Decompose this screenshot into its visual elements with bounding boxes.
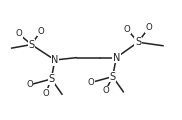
Text: S: S xyxy=(28,40,34,50)
Text: O: O xyxy=(88,78,94,87)
Text: O: O xyxy=(124,25,130,34)
Text: S: S xyxy=(135,37,141,47)
Text: O: O xyxy=(26,80,33,89)
Text: O: O xyxy=(42,89,49,98)
Text: O: O xyxy=(15,29,22,38)
Text: O: O xyxy=(145,24,152,33)
Text: N: N xyxy=(51,55,59,65)
Text: N: N xyxy=(113,53,120,63)
Text: O: O xyxy=(37,27,44,36)
Text: S: S xyxy=(110,72,116,82)
Text: S: S xyxy=(48,74,54,84)
Text: O: O xyxy=(102,86,109,95)
